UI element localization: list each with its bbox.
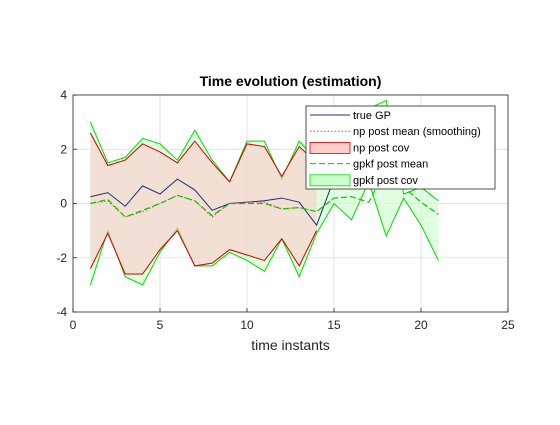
- x-tick-label: 0: [70, 318, 77, 332]
- chart-title: Time evolution (estimation): [200, 73, 382, 89]
- band-lower-line-np-post-cov: [89, 229, 318, 275]
- x-tick-label: 10: [240, 318, 254, 332]
- legend: true GP np post mean (smoothing) np post c…: [305, 105, 496, 190]
- legend-swatch: [309, 141, 351, 154]
- x-tick-label: 15: [327, 318, 341, 332]
- series-line-np-post-mean-smoothing: [90, 194, 335, 218]
- x-tick-label: 20: [414, 318, 428, 332]
- band-lower-line-gpkf-post-cov: [89, 180, 439, 286]
- tick-layer: 0 5 10 15 20 25 -4 -2 0 2 4: [56, 88, 515, 332]
- x-tick-label: 5: [157, 318, 164, 332]
- legend-entry-label: gpkf post cov: [353, 175, 418, 187]
- legend-entry-label: np post cov: [353, 142, 410, 154]
- legend-swatch: [309, 174, 351, 187]
- series-line-true-GP: [90, 178, 335, 227]
- legend-entry-label: true GP: [353, 110, 391, 122]
- legend-entry-label: np post mean (smoothing): [353, 126, 481, 138]
- x-axis-title: time instants: [251, 337, 330, 353]
- y-tick-label: -2: [56, 251, 67, 265]
- band-area-np-post-cov: [90, 132, 317, 275]
- y-tick-label: 0: [60, 197, 67, 211]
- y-tick-label: -4: [56, 305, 67, 319]
- y-tick-label: 2: [60, 142, 67, 156]
- band-upper-line-np-post-cov: [89, 132, 317, 183]
- y-tick-label: 4: [60, 88, 67, 102]
- legend-entry-label: gpkf post mean: [353, 159, 428, 171]
- band-upper-line-gpkf-post-cov: [89, 99, 439, 202]
- band-layer: [89, 99, 439, 286]
- x-tick-label: 25: [501, 318, 515, 332]
